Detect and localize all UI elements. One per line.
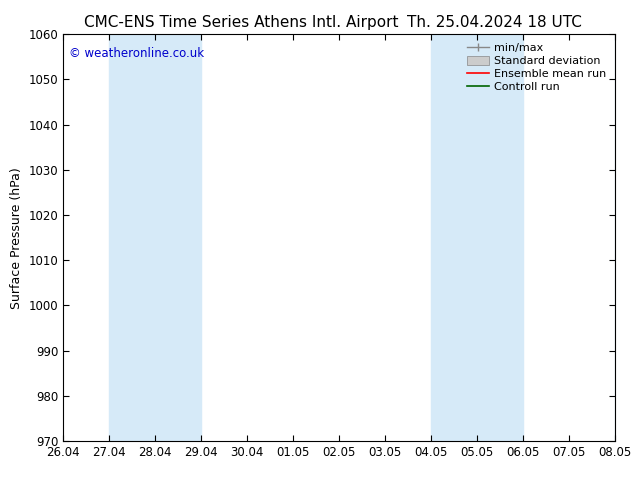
Bar xyxy=(615,34,634,441)
Text: CMC-ENS Time Series Athens Intl. Airport: CMC-ENS Time Series Athens Intl. Airport xyxy=(84,15,398,30)
Y-axis label: Surface Pressure (hPa): Surface Pressure (hPa) xyxy=(10,167,23,309)
Bar xyxy=(477,34,523,441)
Bar xyxy=(110,34,155,441)
Legend: min/max, Standard deviation, Ensemble mean run, Controll run: min/max, Standard deviation, Ensemble me… xyxy=(464,40,609,95)
Text: © weatheronline.co.uk: © weatheronline.co.uk xyxy=(69,47,204,59)
Bar xyxy=(155,34,202,441)
Bar xyxy=(431,34,477,441)
Text: Th. 25.04.2024 18 UTC: Th. 25.04.2024 18 UTC xyxy=(407,15,582,30)
